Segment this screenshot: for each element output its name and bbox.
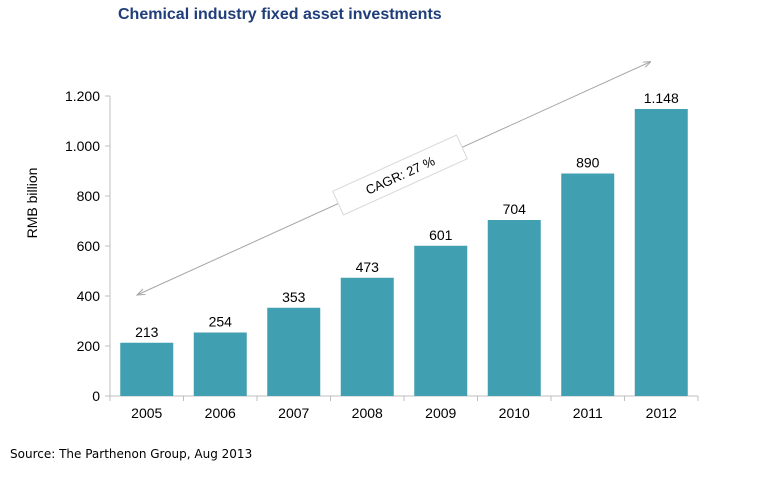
data-label: 890: [576, 155, 600, 171]
x-tick-label: 2006: [205, 405, 236, 421]
x-tick-label: 2009: [425, 405, 456, 421]
data-label: 213: [135, 324, 159, 340]
data-label: 1.148: [644, 90, 679, 106]
x-tick-label: 2010: [499, 405, 530, 421]
y-ticks: 0 200 400 600 800 1.000 1.200: [65, 88, 110, 404]
data-label: 353: [282, 289, 306, 305]
bar: [267, 307, 321, 396]
data-label: 704: [503, 201, 527, 217]
y-tick-label: 1.000: [65, 138, 100, 154]
cagr-box-border: [332, 134, 468, 216]
bar: [120, 342, 174, 396]
bars: 213 2005 254 2006 353 2007 473 2008 601 2009 704 20…: [120, 90, 688, 421]
y-tick-label: 800: [77, 188, 101, 204]
y-tick-label: 400: [77, 288, 101, 304]
x-tick-label: 2005: [131, 405, 162, 421]
x-tick-label: 2007: [278, 405, 309, 421]
x-tick-label: 2008: [352, 405, 383, 421]
cagr-arrow-start: [135, 288, 146, 296]
bar: [634, 109, 688, 396]
bar: [487, 220, 541, 396]
y-tick-label: 1.200: [65, 88, 100, 104]
y-tick-label: 0: [92, 388, 100, 404]
chart-title: Chemical industry fixed asset investment…: [118, 6, 442, 23]
cagr-box: CAGR: 27 %: [332, 134, 468, 216]
data-label: 601: [429, 227, 453, 243]
x-tick-label: 2011: [573, 405, 603, 421]
data-label: 254: [209, 314, 233, 330]
y-tick-label: 600: [77, 238, 101, 254]
y-axis-label: RMB billion: [24, 168, 40, 239]
x-tick-label: 2012: [646, 405, 677, 421]
bar: [561, 173, 615, 396]
bar: [414, 245, 468, 396]
bar: [193, 332, 247, 396]
data-label: 473: [356, 259, 380, 275]
bar: [340, 277, 394, 396]
y-tick-label: 200: [77, 338, 101, 354]
source-note: Source: The Parthenon Group, Aug 2013: [10, 447, 253, 461]
